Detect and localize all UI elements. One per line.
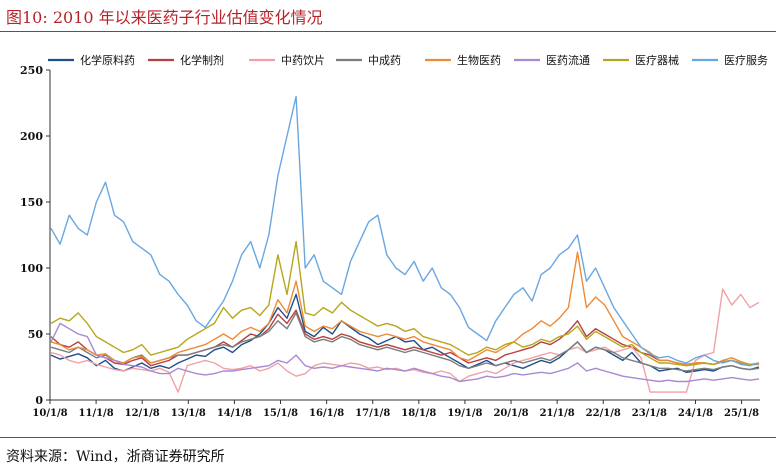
legend: 化学原料药 化学制剂 中药饮片 中成药 生物医药 医药流通 医疗器械 医疗服务 xyxy=(48,53,768,67)
title-divider xyxy=(0,31,776,32)
chart-title: 图10: 2010 年以来医药子行业估值变化情况 xyxy=(6,8,323,27)
y-tick-label: 250 xyxy=(20,64,43,77)
footer-divider xyxy=(0,437,776,438)
x-tick-label: 24/1/8 xyxy=(678,408,713,419)
series-line-2 xyxy=(50,309,759,367)
x-tick-label: 11/1/8 xyxy=(79,408,114,419)
x-tick-label: 14/1/8 xyxy=(217,408,252,419)
y-tick-label: 50 xyxy=(28,328,44,341)
series-line-6 xyxy=(50,322,760,383)
legend-label-5: 生物医药 xyxy=(457,53,501,67)
x-tick-label: 19/1/8 xyxy=(447,408,482,419)
chart-canvas: 0 50 100 150 200 250 10/1/8 11/1/8 12/1/8 13/1/8 1… xyxy=(20,53,768,419)
x-tick-label: 20/1/8 xyxy=(493,408,528,419)
legend-label-1: 化学原料药 xyxy=(80,53,135,67)
series-line-3 xyxy=(50,288,760,393)
legend-label-7: 医疗器械 xyxy=(635,53,679,67)
x-tick-label: 17/1/8 xyxy=(355,408,390,419)
x-tick-label: 22/1/8 xyxy=(586,408,621,419)
x-tick-label: 25/1/8 xyxy=(724,408,759,419)
legend-label-2: 化学制剂 xyxy=(180,53,224,67)
y-tick-label: 200 xyxy=(20,130,43,143)
x-tick-label: 10/1/8 xyxy=(32,408,67,419)
legend-label-8: 医疗服务 xyxy=(724,53,768,67)
y-tick-label: 100 xyxy=(20,262,43,275)
axes-layer: 0 50 100 150 200 250 10/1/8 11/1/8 12/1/8 13/1/8 1… xyxy=(20,64,760,419)
x-tick-label: 12/1/8 xyxy=(125,408,160,419)
series-line-7 xyxy=(50,240,760,367)
x-tick-label: 13/1/8 xyxy=(171,408,206,419)
legend-label-4: 中成药 xyxy=(368,54,401,67)
legend-label-6: 医药流通 xyxy=(546,53,590,67)
x-tick-label: 18/1/8 xyxy=(401,408,436,419)
x-tick-label: 15/1/8 xyxy=(263,408,298,419)
series-layer xyxy=(50,95,760,393)
x-tick-label: 23/1/8 xyxy=(632,408,667,419)
x-tick-label: 21/1/8 xyxy=(540,408,575,419)
y-tick-label: 150 xyxy=(20,196,43,209)
y-tick-label: 0 xyxy=(35,394,43,407)
source-note: 资料来源：Wind，浙商证券研究所 xyxy=(6,449,225,465)
x-tick-label: 16/1/8 xyxy=(309,408,344,419)
series-line-8 xyxy=(50,95,760,367)
legend-label-3: 中药饮片 xyxy=(281,54,325,67)
